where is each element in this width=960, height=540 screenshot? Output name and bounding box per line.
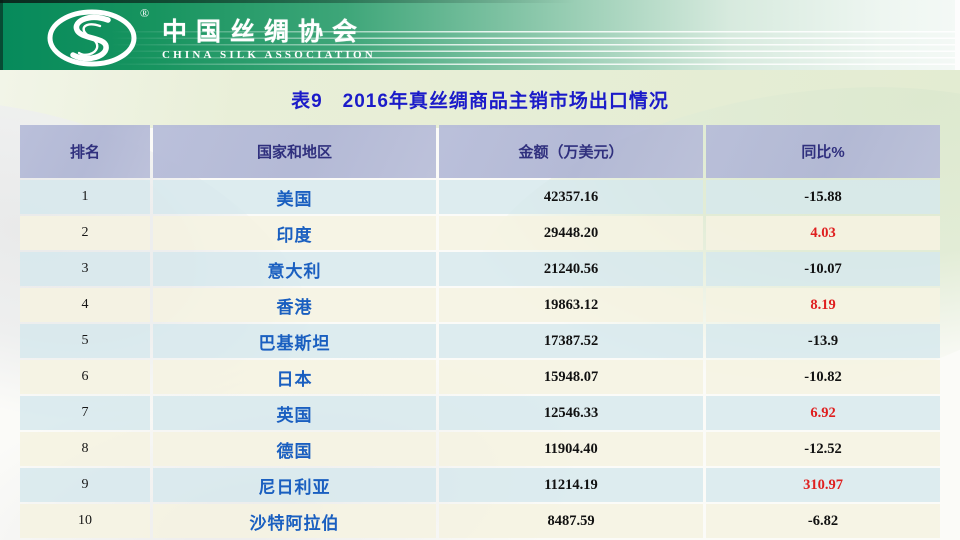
column-header-market: 国家和地区 <box>153 125 436 178</box>
organization-name-en: CHINA SILK ASSOCIATION <box>162 49 376 61</box>
organization-name: 中国丝绸协会 CHINA SILK ASSOCIATION <box>162 12 376 61</box>
table-cell-rank: 9 <box>20 468 150 502</box>
table-cell-rank: 4 <box>20 288 150 322</box>
table-cell-yoy: 310.97 <box>706 468 940 502</box>
table-cell-amount: 8487.59 <box>439 504 703 538</box>
banner-stripes-decoration <box>110 31 955 67</box>
table-cell-yoy: -6.82 <box>706 504 940 538</box>
table-cell-yoy: -15.88 <box>706 180 940 214</box>
table-cell-market: 日本 <box>153 360 436 394</box>
banner-right-edge <box>955 0 960 70</box>
column-header-amount: 金额（万美元） <box>439 125 703 178</box>
table-cell-yoy: -10.07 <box>706 252 940 286</box>
table-cell-rank: 10 <box>20 504 150 538</box>
table-cell-amount: 29448.20 <box>439 216 703 250</box>
table-cell-amount: 21240.56 <box>439 252 703 286</box>
china-silk-association-logo-icon: ® <box>47 6 149 67</box>
export-markets-table: 排名 国家和地区 金额（万美元） 同比% 1 美国 42357.16 -15.8… <box>20 125 940 538</box>
registered-trademark-symbol: ® <box>140 6 149 20</box>
table-cell-amount: 15948.07 <box>439 360 703 394</box>
table-cell-yoy: 4.03 <box>706 216 940 250</box>
table-cell-rank: 7 <box>20 396 150 430</box>
column-header-rank: 排名 <box>20 125 150 178</box>
table-cell-rank: 1 <box>20 180 150 214</box>
table-cell-amount: 11904.40 <box>439 432 703 466</box>
table-cell-market: 德国 <box>153 432 436 466</box>
table-cell-amount: 42357.16 <box>439 180 703 214</box>
table-cell-amount: 12546.33 <box>439 396 703 430</box>
table-cell-market: 沙特阿拉伯 <box>153 504 436 538</box>
table-cell-market: 巴基斯坦 <box>153 324 436 358</box>
table-cell-amount: 17387.52 <box>439 324 703 358</box>
table-cell-rank: 8 <box>20 432 150 466</box>
table-cell-yoy: -13.9 <box>706 324 940 358</box>
table-cell-market: 英国 <box>153 396 436 430</box>
table-cell-market: 意大利 <box>153 252 436 286</box>
table-cell-market: 香港 <box>153 288 436 322</box>
table-cell-amount: 19863.12 <box>439 288 703 322</box>
table-cell-rank: 3 <box>20 252 150 286</box>
table-cell-market: 印度 <box>153 216 436 250</box>
page-title: 表9 2016年真丝绸商品主销市场出口情况 <box>291 91 669 112</box>
table-cell-rank: 6 <box>20 360 150 394</box>
table-cell-yoy: 8.19 <box>706 288 940 322</box>
header-banner: ® 中国丝绸协会 CHINA SILK ASSOCIATION <box>0 0 960 70</box>
table-cell-market: 美国 <box>153 180 436 214</box>
table-cell-yoy: -10.82 <box>706 360 940 394</box>
table-cell-yoy: -12.52 <box>706 432 940 466</box>
column-header-yoy: 同比% <box>706 125 940 178</box>
table-cell-yoy: 6.92 <box>706 396 940 430</box>
table-cell-rank: 5 <box>20 324 150 358</box>
organization-name-zh: 中国丝绸协会 <box>162 18 367 46</box>
table-cell-market: 尼日利亚 <box>153 468 436 502</box>
table-cell-amount: 11214.19 <box>439 468 703 502</box>
table-cell-rank: 2 <box>20 216 150 250</box>
